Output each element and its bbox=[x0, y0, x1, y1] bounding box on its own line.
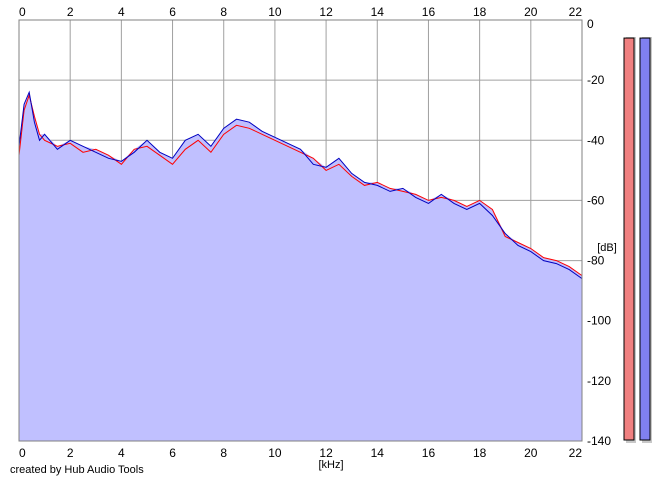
x-tick-bottom-7: 14 bbox=[371, 446, 385, 460]
y-tick-2: -40 bbox=[587, 133, 605, 147]
level-meter-left bbox=[623, 37, 635, 441]
x-tick-bottom-6: 12 bbox=[319, 446, 333, 460]
x-tick-bottom-11: 22 bbox=[569, 446, 583, 460]
x-tick-bottom-1: 2 bbox=[67, 446, 74, 460]
x-tick-top-5: 10 bbox=[268, 5, 282, 19]
x-tick-bottom-4: 8 bbox=[220, 446, 227, 460]
credit-text: created by Hub Audio Tools bbox=[10, 464, 144, 476]
y-axis-label: [dB] bbox=[597, 242, 617, 254]
spectrum-fill-area bbox=[19, 92, 582, 441]
x-tick-bottom-0: 0 bbox=[19, 446, 26, 460]
level-meter-right bbox=[639, 37, 651, 441]
x-tick-top-2: 4 bbox=[118, 5, 125, 19]
y-tick-5: -100 bbox=[587, 314, 611, 328]
x-tick-top-3: 6 bbox=[169, 5, 176, 19]
x-tick-bottom-8: 16 bbox=[422, 446, 436, 460]
x-tick-bottom-3: 6 bbox=[169, 446, 176, 460]
series-line-0 bbox=[18, 93, 583, 277]
series-group bbox=[18, 90, 583, 441]
x-tick-top-8: 16 bbox=[422, 5, 436, 19]
series-line-1 bbox=[18, 90, 583, 280]
level-meters bbox=[623, 37, 652, 443]
x-tick-bottom-2: 4 bbox=[118, 446, 125, 460]
x-tick-top-9: 18 bbox=[473, 5, 487, 19]
x-tick-top-6: 12 bbox=[319, 5, 333, 19]
y-tick-4: -80 bbox=[587, 254, 605, 268]
x-tick-bottom-9: 18 bbox=[473, 446, 487, 460]
x-axis-label: [kHz] bbox=[318, 459, 343, 471]
x-tick-top-0: 0 bbox=[19, 5, 26, 19]
plot-frame bbox=[18, 19, 583, 442]
x-tick-top-7: 14 bbox=[371, 5, 385, 19]
y-tick-7: -140 bbox=[587, 434, 611, 448]
y-tick-6: -120 bbox=[587, 374, 611, 388]
y-tick-1: -20 bbox=[587, 73, 605, 87]
x-tick-bottom-5: 10 bbox=[268, 446, 282, 460]
tick-labels: 002244668810101212141416161818202022220-… bbox=[19, 5, 611, 460]
x-tick-top-10: 20 bbox=[524, 5, 538, 19]
x-tick-top-11: 22 bbox=[569, 5, 583, 19]
x-tick-top-4: 8 bbox=[220, 5, 227, 19]
y-tick-3: -60 bbox=[587, 193, 605, 207]
x-tick-top-1: 2 bbox=[67, 5, 74, 19]
y-tick-0: 0 bbox=[587, 17, 594, 31]
x-tick-bottom-10: 20 bbox=[524, 446, 538, 460]
